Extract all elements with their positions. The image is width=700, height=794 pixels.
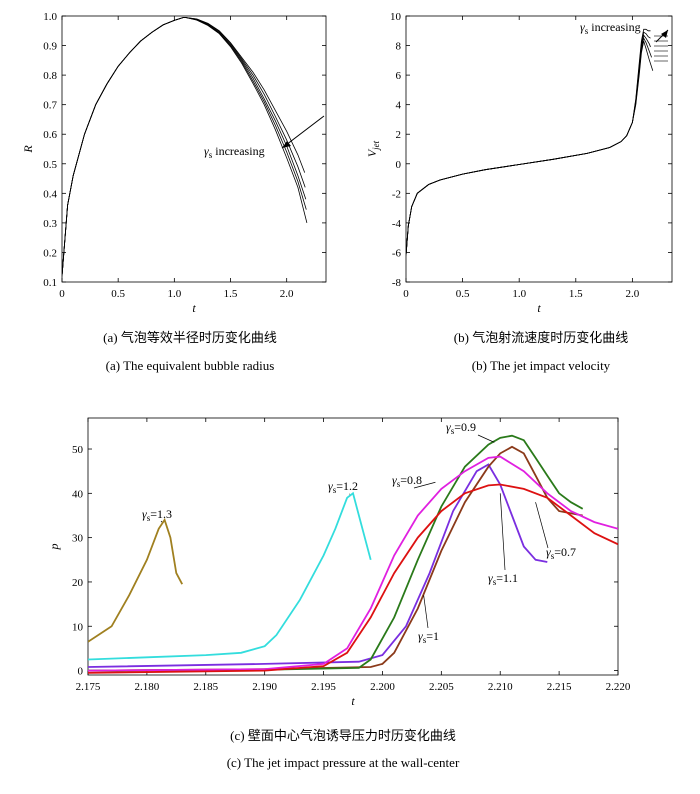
x-tick-label: 2.205 xyxy=(429,681,454,693)
plot-frame xyxy=(405,15,673,283)
y-tick-label: 40 xyxy=(72,488,84,500)
x-tick-label: 2.210 xyxy=(488,681,513,693)
series-line-4 xyxy=(62,17,308,277)
y-tick-label: 8 xyxy=(396,41,402,53)
series-line-2 xyxy=(62,17,307,277)
y-tick-label: 0.5 xyxy=(43,159,57,171)
y-tick-label: 30 xyxy=(72,533,84,545)
annotation-arrowhead-b xyxy=(661,30,668,38)
series-line-6 xyxy=(88,483,618,674)
annotation-arrow-a xyxy=(281,115,325,149)
chart-c: 2.175 2.180 2.185 2.190 2.195 2.200 2.205 2.210… xyxy=(47,417,631,770)
chart-a: 0 0.5 1.0 1.5 2.0 0.1 0.2 0.3 0.4 0.5 0.6 0.7 0.8 0.9… xyxy=(21,11,327,373)
y-tick-label: 6 xyxy=(396,70,402,82)
x-tick-label: 1.5 xyxy=(569,288,583,300)
y-tick-label: 10 xyxy=(72,621,84,633)
y-tick-label: -8 xyxy=(392,277,402,289)
series-line-3 xyxy=(406,31,651,256)
series-line-1 xyxy=(62,17,306,277)
series-line-1 xyxy=(406,37,652,256)
x-tick-label: 1.5 xyxy=(224,288,238,300)
x-tick-label: 2.200 xyxy=(370,681,395,693)
y-tick-label: 0 xyxy=(396,159,402,171)
annotation-arrowhead-a xyxy=(282,141,291,148)
x-tick-label: 2.195 xyxy=(311,681,336,693)
series-line-0 xyxy=(88,517,183,643)
series-line-1 xyxy=(88,491,372,661)
x-tick-label: 2.185 xyxy=(193,681,218,693)
y-tick-label: 0.6 xyxy=(43,129,57,141)
x-tick-label: 2.180 xyxy=(135,681,160,693)
x-tick-label: 2.215 xyxy=(547,681,572,693)
y-tick-label: 0.4 xyxy=(43,188,57,200)
series-label-4: γs=0.9 xyxy=(446,420,476,436)
y-tick-label: 0.3 xyxy=(43,218,57,230)
chart-b: 0 0.5 1.0 1.5 2.0 -8 -6 -4 -2 0 2 4 6 8 10 t Vjet (b) 气泡射… xyxy=(365,11,673,373)
x-tick-label: 0 xyxy=(403,288,409,300)
x-axis-label: t xyxy=(537,301,541,315)
plot-frame xyxy=(61,15,327,283)
y-tick-label: 4 xyxy=(396,100,402,112)
y-tick-label: 0.1 xyxy=(43,277,57,289)
series-label-1: γs=1.2 xyxy=(328,479,358,495)
series-line-0 xyxy=(406,40,654,256)
series-label-0: γs=1.3 xyxy=(142,507,172,523)
x-tick-label: 2.190 xyxy=(252,681,277,693)
series-label-6: γs=0.7 xyxy=(546,545,576,561)
caption-en: (c) The jet impact pressure at the wall-… xyxy=(227,755,460,770)
y-tick-label: 0.8 xyxy=(43,70,57,82)
y-tick-label: 0.7 xyxy=(43,100,57,112)
y-tick-label: 50 xyxy=(72,444,84,456)
y-tick-label: 0.2 xyxy=(43,247,57,259)
x-tick-label: 2.0 xyxy=(626,288,640,300)
y-tick-label: 10 xyxy=(390,11,402,23)
y-axis-label: R xyxy=(21,145,35,154)
y-tick-label: 0.9 xyxy=(43,41,57,53)
x-tick-label: 1.0 xyxy=(167,288,181,300)
caption-cn: (b) 气泡射流速度时历变化曲线 xyxy=(454,330,628,345)
x-axis-label: t xyxy=(351,694,355,708)
caption-en: (b) The jet impact velocity xyxy=(472,358,611,373)
y-tick-label: -2 xyxy=(392,188,401,200)
series-line-4 xyxy=(88,434,584,672)
y-axis-label: Vjet xyxy=(365,140,381,157)
x-tick-label: 0 xyxy=(59,288,65,300)
series-line-5 xyxy=(88,455,618,672)
plot-frame xyxy=(87,417,619,676)
series-leader-line-2 xyxy=(499,493,506,571)
y-tick-label: -6 xyxy=(392,247,402,259)
series-line-4 xyxy=(406,28,651,256)
x-axis-label: t xyxy=(192,301,196,315)
caption-en: (a) The equivalent bubble radius xyxy=(106,358,275,373)
x-tick-label: 2.175 xyxy=(76,681,101,693)
x-tick-label: 0.5 xyxy=(456,288,470,300)
series-line-3 xyxy=(62,17,307,277)
series-label-5: γs=0.8 xyxy=(392,473,422,489)
series-line-2 xyxy=(88,463,548,668)
annotation-b: γs increasing xyxy=(580,20,641,36)
y-tick-label: 0 xyxy=(78,666,84,678)
series-leader-line-4 xyxy=(477,434,495,443)
caption-cn: (a) 气泡等效半径时历变化曲线 xyxy=(103,330,277,345)
series-line-0 xyxy=(62,17,306,277)
y-tick-label: 1.0 xyxy=(43,11,57,23)
annotation-a: γs increasing xyxy=(204,144,265,160)
series-leader-line-3 xyxy=(423,595,429,629)
y-tick-label: 20 xyxy=(72,577,84,589)
x-tick-label: 1.0 xyxy=(512,288,526,300)
series-label-2: γs=1.1 xyxy=(488,571,518,587)
caption-cn: (c) 壁面中心气泡诱导压力时历变化曲线 xyxy=(230,728,456,743)
x-tick-label: 2.0 xyxy=(280,288,294,300)
series-leader-line-0 xyxy=(160,520,163,523)
y-tick-label: 2 xyxy=(396,129,402,141)
series-label-3: γs=1 xyxy=(418,629,439,645)
y-axis-label: p xyxy=(47,544,61,551)
x-tick-label: 0.5 xyxy=(111,288,125,300)
series-leader-line-5 xyxy=(413,481,436,489)
y-tick-label: -4 xyxy=(392,218,402,230)
x-tick-label: 2.220 xyxy=(606,681,631,693)
series-leader-line-6 xyxy=(535,502,549,549)
